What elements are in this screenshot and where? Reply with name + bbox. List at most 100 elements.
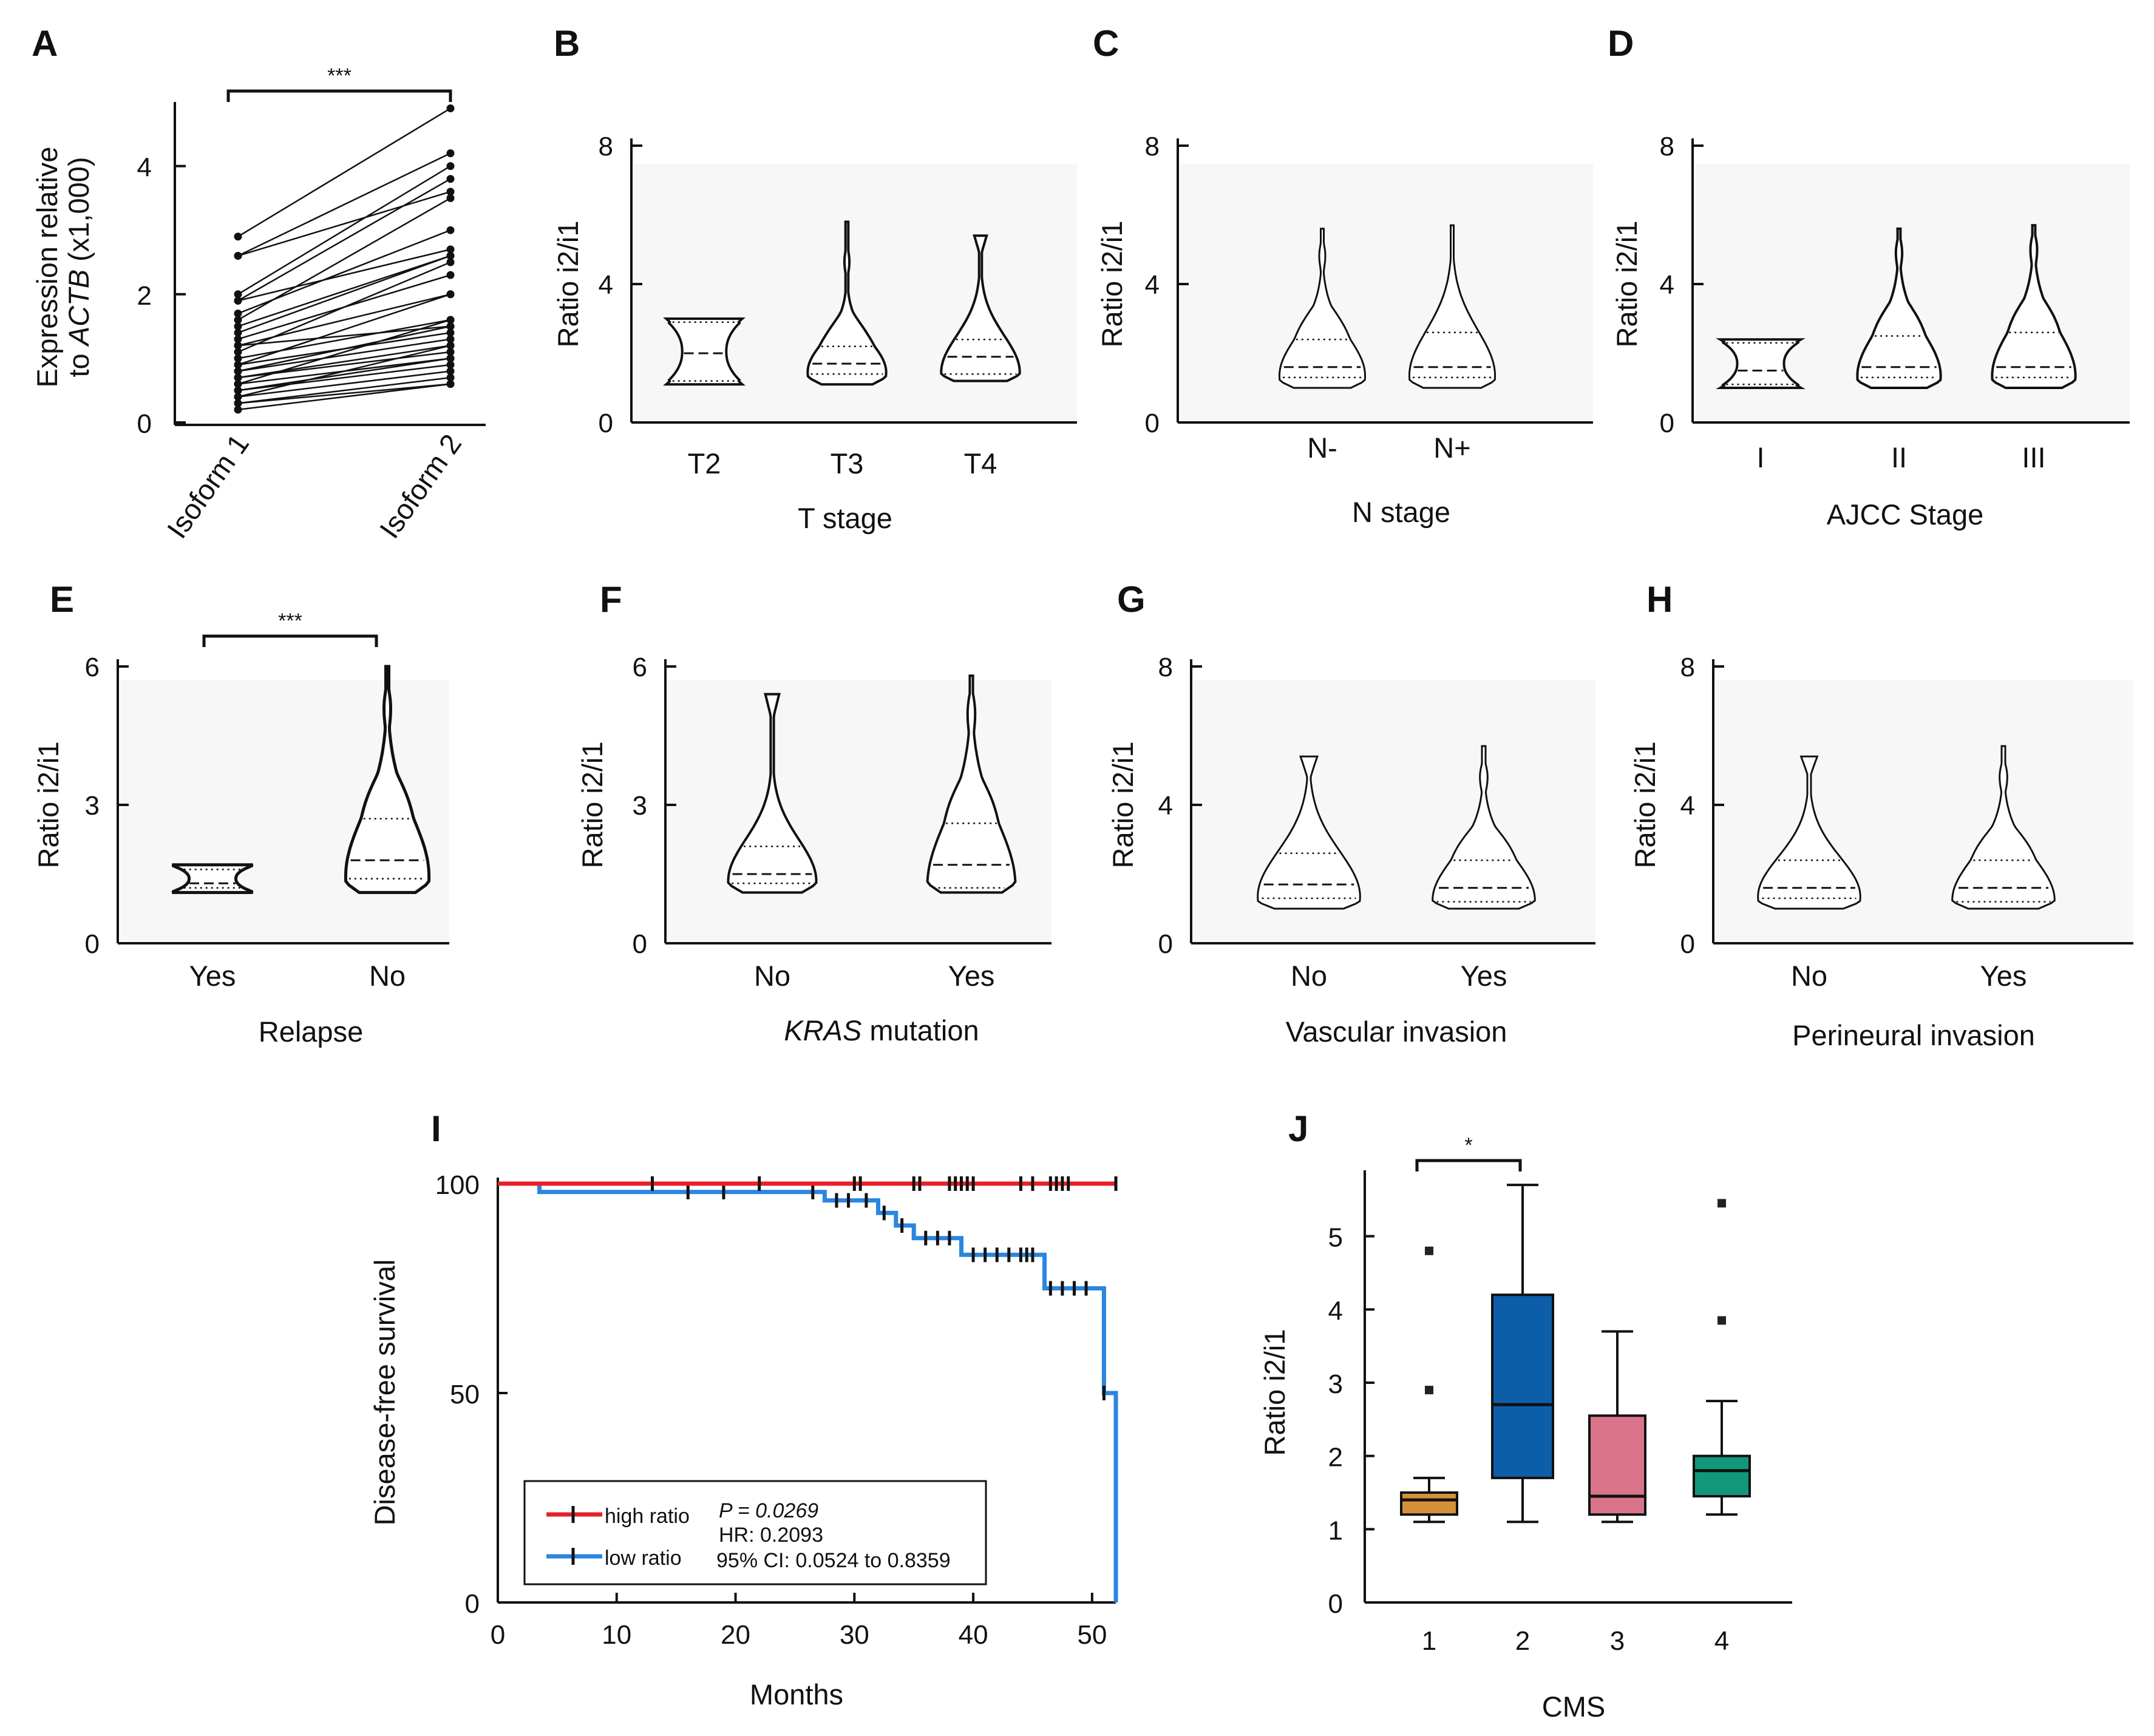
violin (1757, 755, 1861, 910)
x-category-label: Isoform 1 (160, 428, 255, 544)
panel-i: 0 10 20 30 40 50 0 50 100 Months Disease-free surv… (369, 1170, 1118, 1711)
box-body (1588, 1414, 1646, 1516)
y-tick-label: 3 (633, 791, 647, 821)
paired-line (237, 261, 451, 353)
data-point (446, 290, 455, 299)
km-curve (498, 1181, 1118, 1602)
paired-line (237, 319, 451, 385)
panel-f: 0 3 6 Ratio i2/i1 KRAS mutation No Yes (576, 653, 1052, 1046)
violin (171, 863, 254, 894)
data-point (234, 348, 242, 356)
paired-line (237, 197, 451, 321)
outlier-point (1717, 1199, 1726, 1208)
data-point (234, 296, 242, 305)
violin (1408, 224, 1496, 389)
x-category-label: T2 (688, 447, 721, 480)
y-tick-label: 100 (435, 1170, 480, 1200)
km-series-high-ratio (498, 1176, 1118, 1191)
plot-background (1180, 164, 1593, 422)
y-tick-label: 0 (1328, 1589, 1343, 1619)
y-tick-label: 0 (137, 409, 152, 439)
data-point (234, 405, 242, 414)
violin-outline (1991, 224, 2077, 389)
y-tick-label: 0 (1660, 409, 1674, 438)
panel-a: 0 2 4 Expression relative to ACTB (x1,000) Is… (31, 64, 486, 544)
plot-background (1194, 680, 1595, 943)
data-point (446, 149, 455, 157)
y-tick-label: 4 (1145, 270, 1160, 300)
violin (1432, 745, 1536, 910)
x-category-label: Yes (189, 960, 236, 992)
data-point (234, 328, 242, 337)
y-tick-label: 0 (1680, 929, 1695, 959)
violin (1856, 227, 1942, 389)
y-tick-label: 6 (85, 653, 100, 682)
data-point (446, 367, 455, 376)
panel-b: 0 4 8 Ratio i2/i1 T stage T2 T3 T4 (552, 132, 1077, 534)
violin-outline (663, 317, 746, 386)
significance-label: * (1464, 1134, 1472, 1157)
outlier-point (1717, 1316, 1726, 1325)
panel-letter-f: F (600, 579, 622, 620)
violin (1991, 224, 2077, 389)
box-body (1693, 1454, 1751, 1498)
box-cms-3 (1588, 1330, 1646, 1524)
significance-label: *** (278, 609, 302, 632)
violin (1279, 228, 1366, 389)
paired-line (237, 255, 451, 327)
x-axis-label: CMS (1542, 1690, 1605, 1723)
data-point (234, 399, 242, 407)
paired-line (237, 165, 451, 295)
x-tick-label: 20 (721, 1620, 750, 1650)
paired-line (237, 383, 451, 411)
x-category-label: I (1756, 441, 1764, 473)
paired-line (237, 364, 451, 392)
panel-j: 0 1 2 3 4 5 Ratio i2/i1 CMS 1 2 3 4 * (1259, 1134, 1792, 1723)
y-tick-label: 4 (599, 270, 613, 300)
violin (940, 234, 1021, 382)
panel-letter-g: G (1117, 579, 1146, 620)
data-point (446, 341, 455, 350)
x-axis-label: Relapse (259, 1015, 363, 1048)
data-point (234, 251, 242, 260)
data-point (446, 258, 455, 266)
x-category-label: III (2022, 441, 2045, 473)
y-tick-label: 6 (633, 653, 647, 682)
data-point (446, 271, 455, 279)
legend-label: low ratio (605, 1547, 682, 1570)
violin (806, 220, 888, 386)
x-axis-label: KRAS mutation (784, 1014, 979, 1046)
y-tick-label: 8 (1145, 132, 1160, 161)
data-point (446, 316, 455, 324)
x-category-label: T4 (964, 447, 997, 480)
x-axis-label: Months (750, 1678, 843, 1711)
data-point (234, 316, 242, 324)
data-point (446, 104, 455, 113)
y-tick-label: 4 (1680, 791, 1695, 821)
significance-label: *** (327, 64, 352, 87)
paired-line (237, 319, 451, 359)
x-axis-label: Vascular invasion (1286, 1015, 1507, 1048)
y-tick-label: 2 (137, 281, 152, 311)
y-tick-label: 4 (1328, 1296, 1343, 1326)
y-tick-label: 0 (85, 929, 100, 959)
paired-line (237, 152, 451, 257)
data-point (446, 226, 455, 234)
x-category-label: Yes (1461, 960, 1507, 992)
y-tick-label: 3 (85, 791, 100, 821)
violin-outline (1951, 745, 2056, 910)
x-category-label: N- (1307, 432, 1337, 464)
panel-letter-d: D (1608, 23, 1634, 64)
y-axis-label: Ratio i2/i1 (576, 742, 608, 869)
violin-outline (1408, 224, 1496, 389)
x-category-label: Yes (1980, 960, 2027, 992)
data-point (234, 380, 242, 388)
box-cms-4 (1693, 1199, 1751, 1516)
x-tick-label: 40 (959, 1620, 988, 1650)
violin-outline (1757, 755, 1861, 910)
y-axis-label: Disease-free survival (369, 1260, 401, 1526)
paired-line (237, 248, 451, 302)
paired-line (237, 338, 451, 372)
